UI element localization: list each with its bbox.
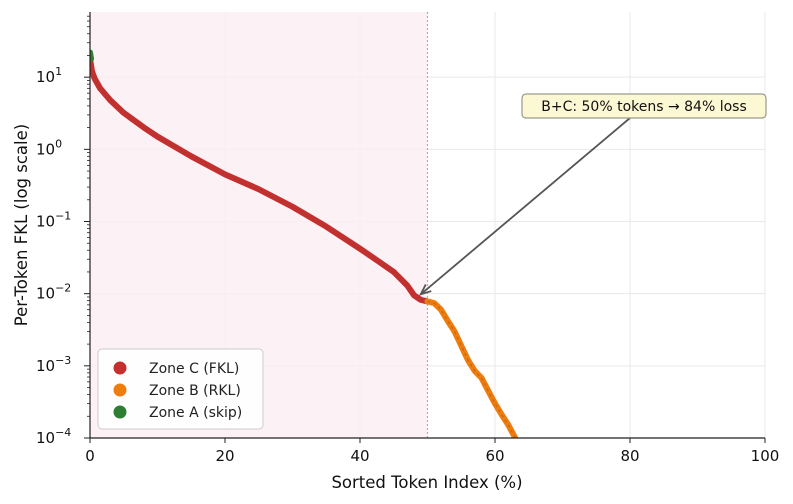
x-tick-label: 100 xyxy=(751,447,780,465)
y-tick-label: 10−1 xyxy=(36,210,71,231)
y-tick-label: 10−3 xyxy=(36,354,71,375)
y-tick-labels: 10−4 10−3 10−2 10−1 100 101 xyxy=(36,15,90,447)
legend-label: Zone B (RKL) xyxy=(149,383,241,399)
y-tick-label: 10−2 xyxy=(36,282,71,303)
x-tick-label: 0 xyxy=(85,447,95,465)
annotation-arrow xyxy=(420,117,631,295)
series-line-zone-b-rkl xyxy=(424,298,519,438)
series-line-zone-c-fkl xyxy=(90,55,431,305)
legend-label: Zone C (FKL) xyxy=(149,361,239,377)
legend-marker xyxy=(113,361,127,375)
legend-marker xyxy=(113,405,127,419)
series-line-zone-b-rkl-core xyxy=(427,300,516,438)
x-tick-labels: 0 20 40 60 80 100 xyxy=(85,438,779,465)
annotation-arrowhead xyxy=(418,284,432,296)
x-axis-title: Sorted Token Index (%) xyxy=(331,473,522,492)
legend: Zone C (FKL) Zone B (RKL) Zone A (skip) xyxy=(97,348,264,430)
x-tick-label: 20 xyxy=(215,447,234,465)
legend-marker xyxy=(113,383,127,397)
annotation-text: B+C: 50% tokens → 84% loss xyxy=(541,99,747,115)
annotation-box xyxy=(521,93,767,119)
y-axis-title: Per-Token FKL (log scale) xyxy=(12,124,31,326)
y-tick-label: 10−4 xyxy=(36,426,71,447)
y-tick-label: 101 xyxy=(36,65,62,86)
annotation: B+C: 50% tokens → 84% loss xyxy=(418,93,767,296)
legend-box xyxy=(97,348,264,430)
x-tick-label: 80 xyxy=(620,447,639,465)
x-tick-label: 60 xyxy=(485,447,504,465)
legend-label: Zone A (skip) xyxy=(149,405,242,421)
y-tick-label: 100 xyxy=(36,137,62,158)
x-tick-label: 40 xyxy=(350,447,369,465)
